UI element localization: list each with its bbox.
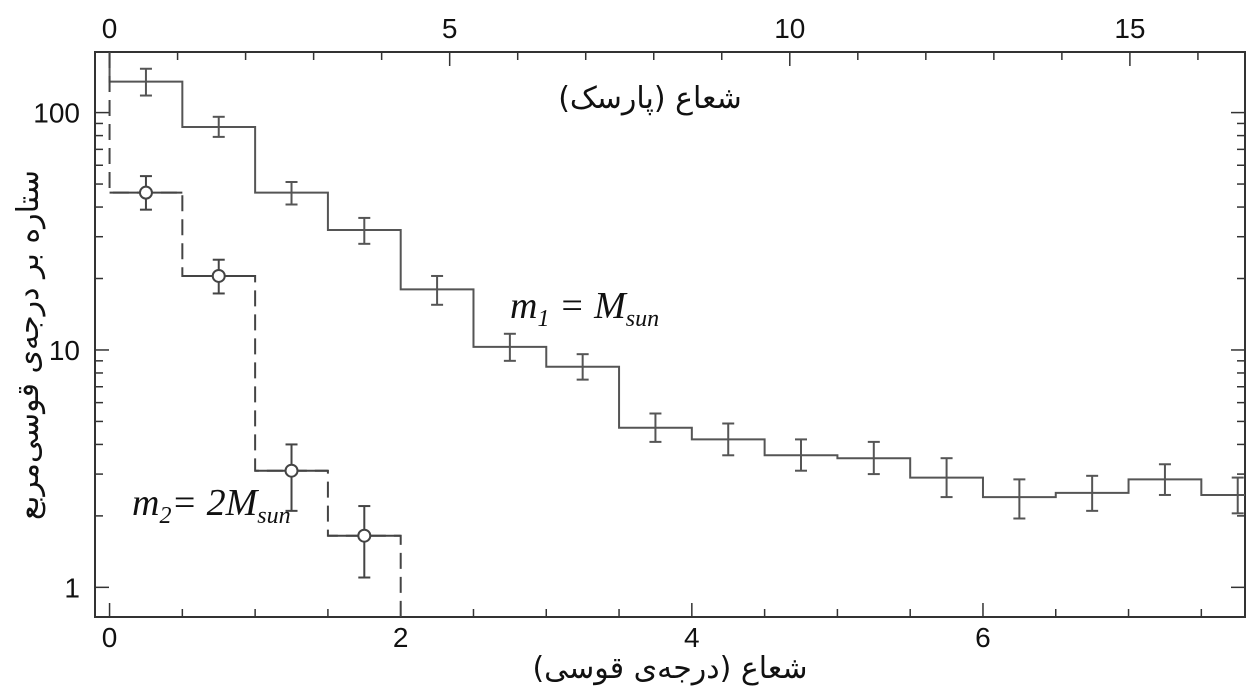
top-tick-label: 5 [442, 13, 458, 44]
data-point [357, 528, 372, 543]
x-tick-label: 2 [393, 622, 409, 653]
series-2 [108, 52, 402, 617]
series-1-label: m1 = Msun [510, 285, 659, 332]
x-tick-label: 4 [684, 622, 700, 653]
y-tick-label: 100 [33, 98, 80, 129]
labels: 0 2 4 6 0 5 10 15 1 10 100 m1 = Msun m2= 2Msun [33, 13, 1145, 653]
top-tick-label: 0 [102, 13, 118, 44]
data-point [138, 185, 153, 200]
series-step-line [108, 52, 1245, 499]
series-layer [108, 52, 1245, 617]
plot-frame [94, 51, 1246, 618]
data-point [284, 463, 299, 478]
top-tick-label: 10 [774, 13, 805, 44]
x-axis-title: شعاع (درجه‌ی قوسی) [532, 651, 807, 686]
series-2-label: m2= 2Msun [132, 482, 291, 529]
data-point [211, 268, 226, 283]
ticks [95, 52, 1245, 617]
y-tick-label: 10 [49, 335, 80, 366]
y-tick-label: 1 [64, 572, 80, 603]
series-1 [108, 52, 1245, 520]
x-tick-label: 0 [102, 622, 118, 653]
y-axis-title: ستاره بر درجه‌ی قوسی‌مربع [11, 170, 46, 520]
x-tick-label: 6 [975, 622, 991, 653]
top-tick-label: 15 [1114, 13, 1145, 44]
top-x-axis-title: شعاع (پارسک) [558, 81, 742, 116]
